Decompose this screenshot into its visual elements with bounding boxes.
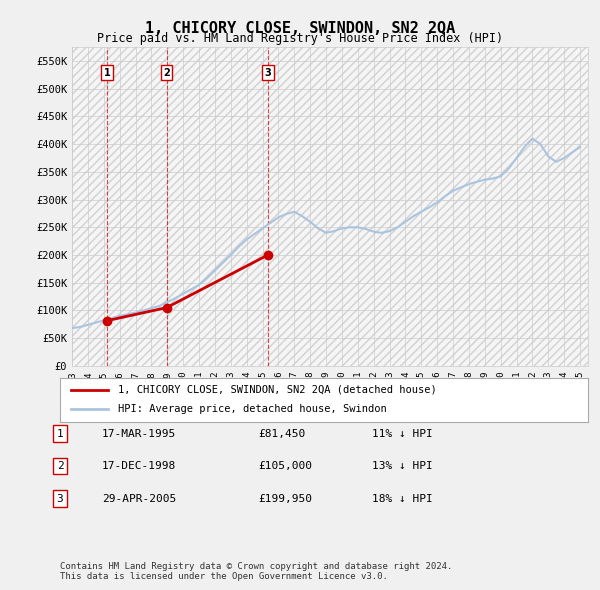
- Text: 1, CHICORY CLOSE, SWINDON, SN2 2QA (detached house): 1, CHICORY CLOSE, SWINDON, SN2 2QA (deta…: [118, 385, 437, 395]
- Text: 29-APR-2005: 29-APR-2005: [102, 494, 176, 503]
- Text: 1: 1: [56, 429, 64, 438]
- Text: 3: 3: [56, 494, 64, 503]
- Text: £199,950: £199,950: [258, 494, 312, 503]
- Text: 11% ↓ HPI: 11% ↓ HPI: [372, 429, 433, 438]
- Text: 1: 1: [104, 68, 110, 78]
- Text: 17-MAR-1995: 17-MAR-1995: [102, 429, 176, 438]
- Text: Price paid vs. HM Land Registry's House Price Index (HPI): Price paid vs. HM Land Registry's House …: [97, 32, 503, 45]
- Text: 2: 2: [56, 461, 64, 471]
- Text: £81,450: £81,450: [258, 429, 305, 438]
- Text: £105,000: £105,000: [258, 461, 312, 471]
- Text: 3: 3: [265, 68, 271, 78]
- Text: 17-DEC-1998: 17-DEC-1998: [102, 461, 176, 471]
- Text: Contains HM Land Registry data © Crown copyright and database right 2024.
This d: Contains HM Land Registry data © Crown c…: [60, 562, 452, 581]
- Text: 13% ↓ HPI: 13% ↓ HPI: [372, 461, 433, 471]
- Text: 2: 2: [163, 68, 170, 78]
- Text: 1, CHICORY CLOSE, SWINDON, SN2 2QA: 1, CHICORY CLOSE, SWINDON, SN2 2QA: [145, 21, 455, 35]
- Text: HPI: Average price, detached house, Swindon: HPI: Average price, detached house, Swin…: [118, 405, 387, 414]
- Text: 18% ↓ HPI: 18% ↓ HPI: [372, 494, 433, 503]
